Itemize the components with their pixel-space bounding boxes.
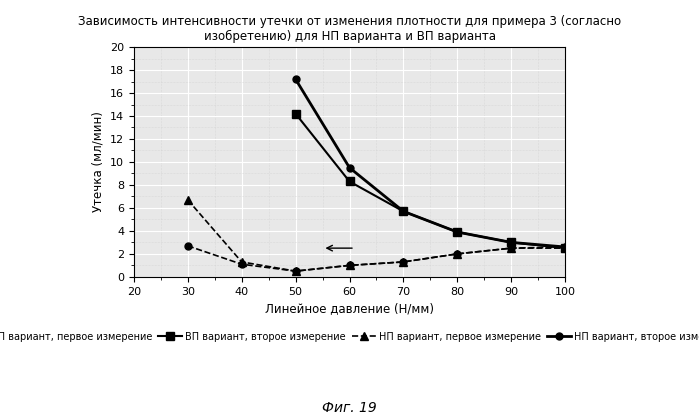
X-axis label: Линейное давление (Н/мм): Линейное давление (Н/мм) [265,302,434,315]
ВП вариант, второе измерение [453,230,461,235]
НП вариант, первое измерение [345,263,354,268]
НП вариант, второе измерение [453,230,461,235]
Line: НП вариант, первое измерение: НП вариант, первое измерение [184,196,569,275]
НП вариант, первое измерение [453,251,461,256]
НП вариант, первое измерение [399,260,408,265]
Legend: ВП вариант, первое измерение, ВП вариант, второе измерение, НП вариант, первое и: ВП вариант, первое измерение, ВП вариант… [0,328,699,345]
НП вариант, второе измерение [399,209,408,214]
НП вариант, первое измерение [561,245,570,250]
НП вариант, первое измерение [184,197,192,202]
ВП вариант, первое измерение [561,245,570,250]
ВП вариант, первое измерение [399,260,408,265]
ВП вариант, первое измерение [507,245,515,250]
ВП вариант, первое измерение [184,243,192,248]
ВП вариант, первое измерение [345,263,354,268]
Text: Фиг. 19: Фиг. 19 [322,401,377,415]
ВП вариант, второе измерение [507,240,515,245]
ВП вариант, второе измерение [291,111,300,116]
Line: ВП вариант, первое измерение: ВП вариант, первое измерение [185,243,568,275]
ВП вариант, второе измерение [561,245,570,250]
ВП вариант, второе измерение [399,209,408,214]
НП вариант, первое измерение [507,245,515,250]
ВП вариант, первое измерение [291,269,300,274]
НП вариант, первое измерение [291,269,300,274]
НП вариант, первое измерение [238,260,246,265]
НП вариант, второе измерение [561,245,570,250]
НП вариант, второе измерение [291,77,300,82]
НП вариант, второе измерение [507,240,515,245]
ВП вариант, второе измерение [345,179,354,184]
Title: Зависимость интенсивности утечки от изменения плотности для примера 3 (согласно
: Зависимость интенсивности утечки от изме… [78,15,621,43]
Line: ВП вариант, второе измерение: ВП вариант, второе измерение [291,109,569,252]
Line: НП вариант, второе измерение: НП вариант, второе измерение [292,76,568,250]
НП вариант, второе измерение [345,165,354,170]
ВП вариант, первое измерение [453,251,461,256]
Y-axis label: Утечка (мл/мин): Утечка (мл/мин) [92,111,104,213]
ВП вариант, первое измерение [238,262,246,267]
